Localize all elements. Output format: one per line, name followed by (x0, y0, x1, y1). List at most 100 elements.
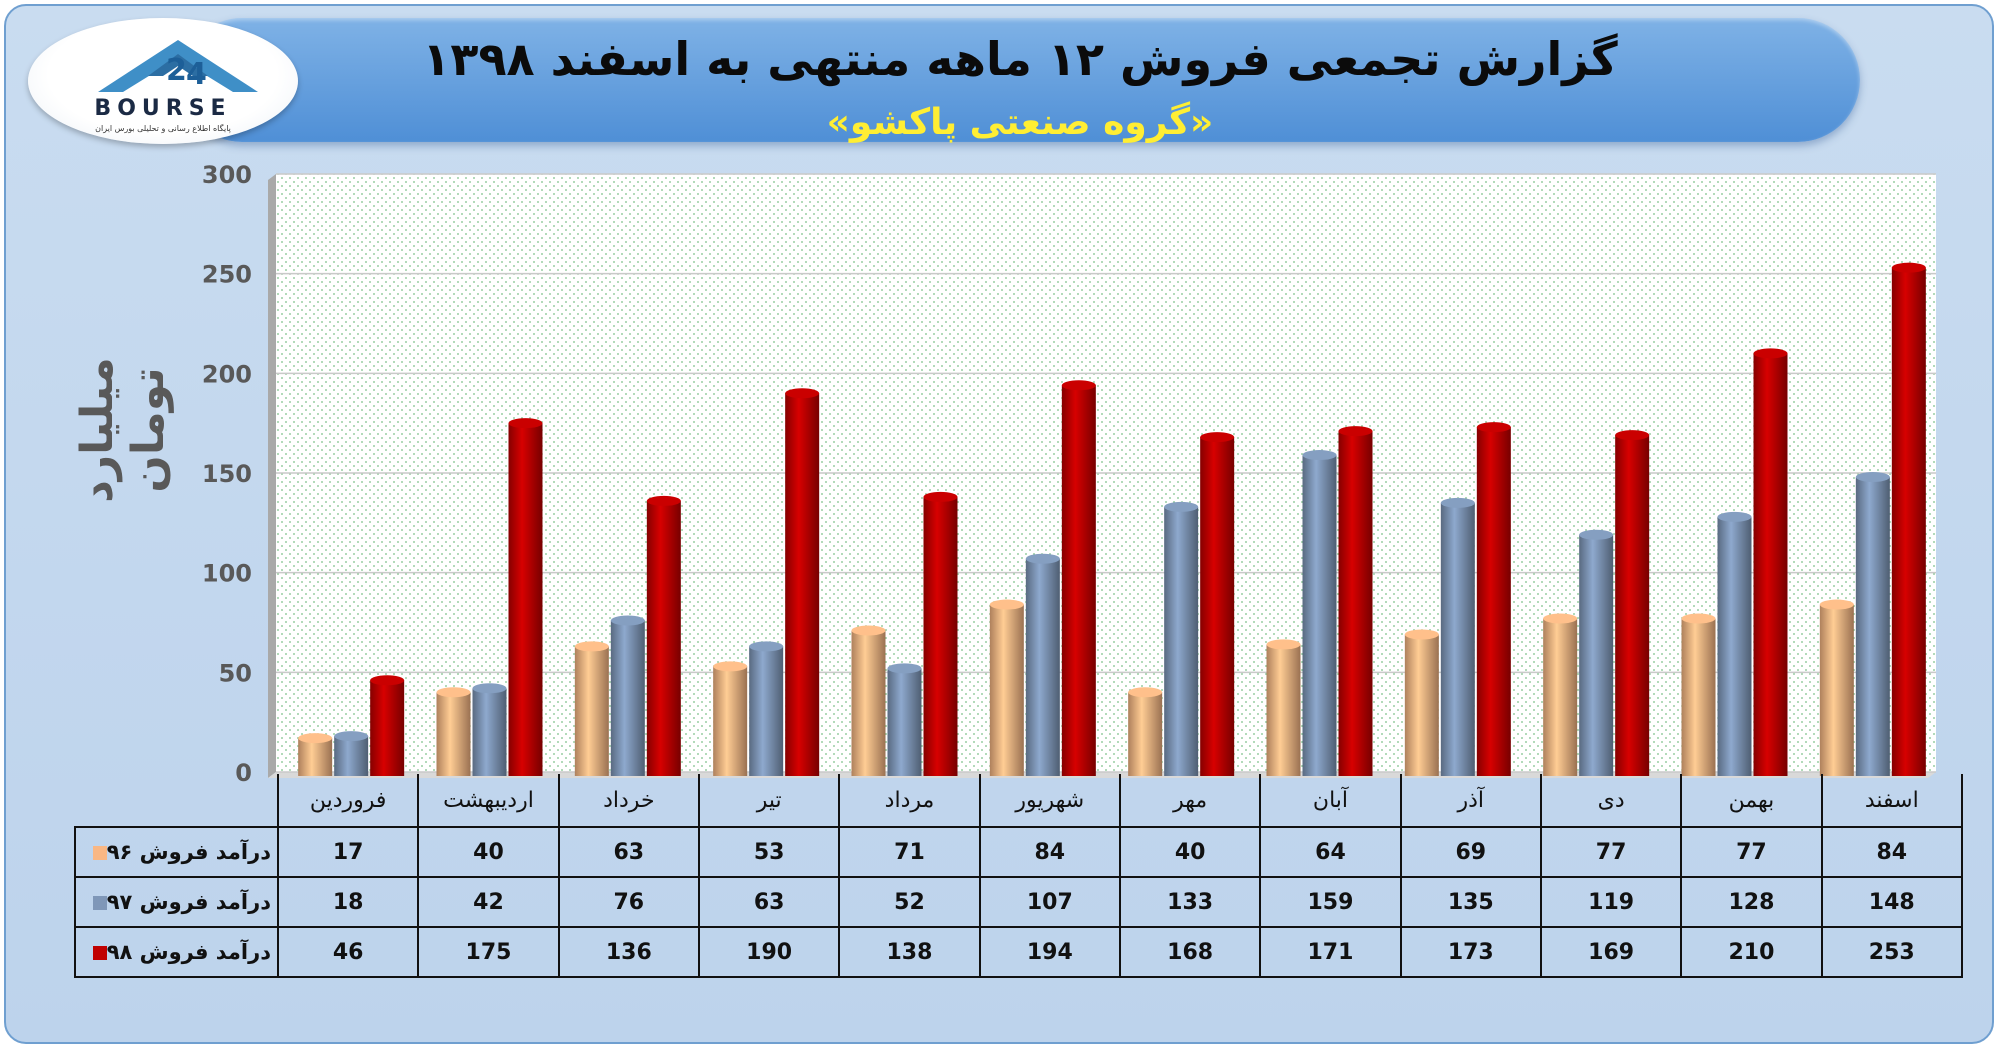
data-label: 148 (1820, 876, 1963, 928)
bar (646, 500, 681, 776)
data-label: 210 (1680, 926, 1823, 978)
data-label: 63 (697, 876, 841, 928)
data-label: 40 (1118, 826, 1262, 878)
bar (472, 688, 507, 776)
bar (1855, 476, 1890, 776)
bar (1128, 692, 1163, 776)
bar-cap (1717, 511, 1752, 522)
bar (1476, 427, 1511, 776)
bar (1615, 435, 1650, 776)
y-tick-label: 300 (202, 161, 252, 189)
bar (610, 620, 645, 776)
bar (1819, 604, 1854, 776)
legend-entry: درآمد فروش ۹۸ (74, 926, 279, 978)
y-tick-label: 200 (202, 360, 252, 388)
data-table: فروردین اردیبهشت خرداد تیر مرداد شهریور مهر آبا… (74, 774, 1963, 978)
chart-title: گزارش تجمعی فروش ۱۲ ماهه منتهی به اسفند … (422, 32, 1618, 86)
data-label: 71 (838, 826, 981, 878)
table-row: درآمد فروش ۹۶ 17 40 63 53 71 84 40 64 69 77 77 84 (74, 826, 1963, 878)
bar (1061, 385, 1096, 776)
bar-cap (436, 687, 471, 698)
bar-cap (508, 418, 543, 429)
bar-cap (923, 491, 958, 502)
data-label: 63 (557, 826, 700, 878)
category-label: تیر (697, 774, 841, 828)
table-header-row: فروردین اردیبهشت خرداد تیر مرداد شهریور مهر آبا… (75, 774, 1963, 828)
data-label: 175 (417, 926, 560, 978)
bar-cap (472, 683, 507, 694)
data-label: 173 (1399, 926, 1542, 978)
bar-cap (1543, 613, 1578, 624)
bar-cap (1855, 471, 1890, 482)
plot-left-wall (268, 174, 276, 778)
logo-text: BOURSE (94, 96, 232, 121)
bar (1681, 618, 1716, 776)
bar-cap (298, 733, 333, 744)
legend-entry: درآمد فروش ۹۷ (74, 876, 279, 928)
bar-cap (1338, 426, 1373, 437)
data-label: 40 (417, 826, 560, 878)
y-tick-label: 100 (202, 560, 252, 588)
data-label: 76 (557, 876, 700, 928)
category-label: اردیبهشت (417, 774, 560, 828)
legend-entry: درآمد فروش ۹۶ (74, 826, 279, 878)
bar-cap (1440, 497, 1475, 508)
data-label: 77 (1539, 826, 1683, 878)
bar-cap (1061, 380, 1096, 391)
bar (1440, 502, 1475, 776)
bar-cap (785, 388, 820, 399)
data-label: 46 (276, 926, 420, 978)
table-row: درآمد فروش ۹۷ 18 42 76 63 52 107 133 159 135 119 12… (74, 876, 1963, 928)
data-label: 84 (1820, 826, 1963, 878)
data-label: 194 (978, 926, 1121, 978)
bar (1753, 353, 1788, 776)
bar (1164, 506, 1199, 776)
bar (989, 604, 1024, 776)
category-label: فروردین (276, 774, 420, 828)
y-axis-ticks: 0 50 100 150 200 250 300 (202, 161, 252, 787)
category-label: دی (1539, 774, 1683, 828)
bar-cap (334, 731, 369, 742)
bar-cap (1266, 639, 1301, 650)
table-row: درآمد فروش ۹۸ 46 175 136 190 138 194 168 171 173 1… (74, 926, 1963, 978)
data-label: 17 (276, 826, 420, 878)
legend-swatch (92, 946, 107, 960)
bar (923, 496, 958, 776)
bar (749, 646, 784, 776)
data-label: 18 (276, 876, 420, 928)
data-label: 69 (1399, 826, 1542, 878)
data-label: 253 (1820, 926, 1963, 978)
bar-cap (610, 615, 645, 626)
y-tick-label: 150 (202, 460, 252, 488)
bar-cap (749, 641, 784, 652)
category-label: آذر (1399, 774, 1542, 828)
bar (508, 423, 543, 776)
category-label: مهر (1118, 774, 1262, 828)
data-label: 128 (1680, 876, 1823, 928)
data-label: 77 (1680, 826, 1823, 878)
data-label: 171 (1259, 926, 1402, 978)
bar-cap (646, 495, 681, 506)
bar-cap (1681, 613, 1716, 624)
bar-cap (1476, 422, 1511, 433)
data-label: 119 (1539, 876, 1683, 928)
bar-cap (1128, 687, 1163, 698)
bar-cap (1164, 501, 1199, 512)
category-label: شهریور (978, 774, 1121, 828)
bar-cap (713, 661, 748, 672)
category-label: آبان (1259, 774, 1402, 828)
bar-cap (1753, 348, 1788, 359)
bar-cap (1819, 599, 1854, 610)
svg-text:2: 2 (166, 53, 187, 88)
svg-text:4: 4 (186, 57, 207, 92)
bar (334, 736, 369, 776)
bar (1266, 644, 1301, 776)
bar (713, 666, 748, 776)
data-label: 53 (697, 826, 841, 878)
bar (785, 393, 820, 776)
bar (1891, 267, 1926, 776)
category-label: بهمن (1680, 774, 1823, 828)
data-label: 168 (1118, 926, 1262, 978)
logo-caption: پایگاه اطلاع رسانی و تحلیلی بورس ایران (95, 124, 231, 133)
